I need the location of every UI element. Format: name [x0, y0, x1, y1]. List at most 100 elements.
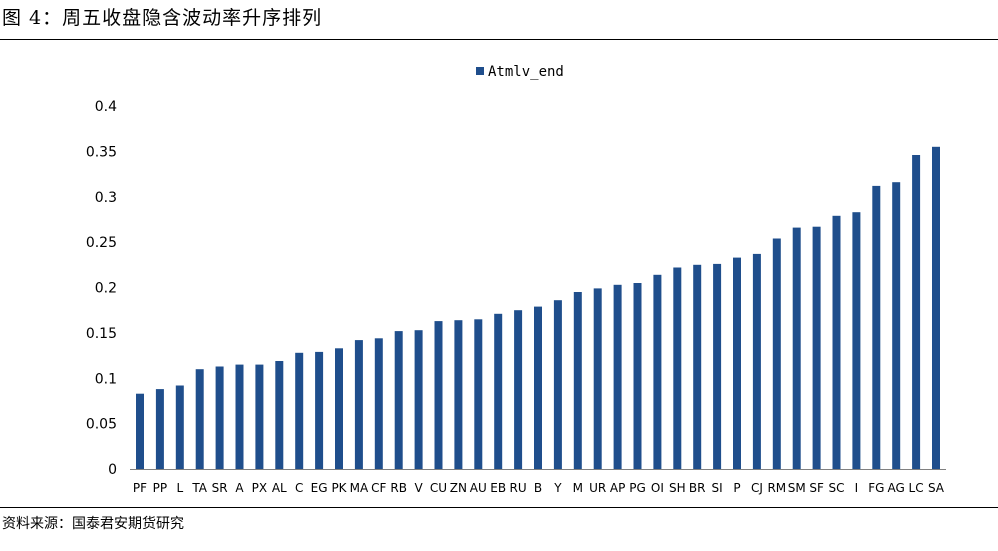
bar-ur [593, 288, 602, 469]
bar-ma [354, 340, 363, 469]
y-tick-label: 0.2 [95, 281, 117, 297]
x-tick-label: SR [212, 481, 228, 495]
figure-title: 图 4：周五收盘隐含波动率升序排列 [2, 7, 323, 29]
x-tick-label: V [414, 481, 423, 495]
bar-l [175, 385, 184, 469]
source-note: 资料来源：国泰君安期货研究 [2, 516, 184, 532]
x-tick-label: CF [371, 481, 386, 495]
x-tick-label: AG [888, 481, 905, 495]
x-tick-label: SC [829, 481, 845, 495]
y-tick-label: 0.3 [95, 190, 117, 206]
title-divider [0, 39, 998, 40]
bar-m [573, 292, 582, 469]
bar-rm [772, 238, 781, 469]
bars [136, 146, 940, 470]
x-tick-label: PX [252, 481, 267, 495]
bar-sh [673, 267, 682, 469]
x-tick-label: M [573, 481, 583, 495]
x-tick-label: PF [133, 481, 147, 495]
y-tick-label: 0.35 [86, 144, 117, 160]
bar-eb [494, 313, 503, 469]
y-tick-label: 0.05 [86, 417, 117, 433]
x-tick-label: LC [909, 481, 924, 495]
x-tick-label: RU [510, 481, 527, 495]
y-tick-label: 0.15 [86, 326, 117, 342]
x-tick-label: RB [390, 481, 407, 495]
x-tick-label: MA [350, 481, 369, 495]
bar-si [713, 263, 722, 469]
bar-sf [812, 226, 821, 469]
x-tick-label: SH [669, 481, 686, 495]
legend-swatch [476, 67, 484, 75]
x-tick-label: TA [191, 481, 207, 495]
bar-ta [195, 369, 204, 469]
y-tick-label: 0.1 [95, 371, 117, 387]
x-tick-label: PG [629, 481, 646, 495]
bar-b [534, 306, 542, 469]
bar-px [255, 364, 264, 469]
footer-divider [0, 507, 998, 508]
y-tick-label: 0 [108, 462, 117, 478]
x-tick-label: A [235, 481, 244, 495]
x-tick-label: RM [767, 481, 786, 495]
x-tick-label: AU [470, 481, 487, 495]
bar-cf [374, 338, 383, 469]
y-tick-label: 0.4 [95, 99, 117, 115]
x-tick-label: PP [153, 481, 167, 495]
bar-i [852, 212, 861, 469]
x-tick-label: AL [272, 481, 287, 495]
bar-pg [633, 283, 642, 469]
bar-oi [653, 274, 662, 469]
x-tick-label: SF [809, 481, 824, 495]
bar-ru [514, 310, 523, 469]
x-tick-label: CU [430, 481, 447, 495]
y-axis: 0 0.05 0.1 0.15 0.2 0.25 0.3 0.35 0.4 [86, 99, 117, 478]
x-tick-label: I [855, 481, 859, 495]
bar-chart: Atmlv_end 00.050.10.150.20.250.30.350.4 … [86, 64, 946, 495]
x-tick-label: B [534, 481, 542, 495]
x-tick-label: EB [490, 481, 506, 495]
bar-eg [315, 351, 324, 469]
x-tick-label: FG [868, 481, 884, 495]
bar-p [733, 257, 741, 469]
x-tick-label: P [733, 481, 740, 495]
x-tick-label: C [295, 481, 303, 495]
bar-al [275, 361, 284, 469]
x-tick-label: SM [788, 481, 806, 495]
bar-fg [872, 185, 881, 469]
bar-rb [394, 331, 403, 469]
bar-lc [912, 155, 921, 469]
bar-cj [752, 253, 761, 469]
y-tick-label: 0.25 [86, 235, 117, 251]
x-tick-label: CJ [751, 481, 763, 495]
chart-legend: Atmlv_end [476, 64, 564, 80]
x-tick-label: L [176, 481, 183, 495]
bar-ag [892, 182, 901, 469]
bar-pf [136, 393, 144, 469]
bar-sr [215, 366, 224, 469]
bar-pp [155, 389, 164, 469]
x-tick-label: PK [331, 481, 347, 495]
bar-pk [335, 348, 343, 469]
x-tick-label: ZN [450, 481, 467, 495]
x-tick-label: AP [610, 481, 625, 495]
x-tick-label: Y [553, 481, 562, 495]
x-tick-label: BR [689, 481, 706, 495]
bar-sa [932, 146, 940, 470]
bar-sm [792, 227, 801, 469]
bar-c [295, 352, 304, 469]
bar-cu [434, 321, 443, 469]
x-tick-label: UR [589, 481, 606, 495]
x-axis-labels: PF PP L TA SR A PX AL C EG PK MA CF RB V CU ZN AU EB RU B Y M U… [133, 481, 945, 495]
x-tick-label: SA [928, 481, 945, 495]
bar-au [474, 319, 483, 469]
legend-label: Atmlv_end [488, 64, 564, 80]
bar-br [693, 264, 702, 469]
bar-v [414, 330, 423, 469]
x-tick-label: SI [712, 481, 723, 495]
x-tick-label: OI [651, 481, 664, 495]
x-tick-label: EG [311, 481, 328, 495]
bar-y [553, 300, 562, 469]
bar-zn [454, 320, 463, 469]
bar-a [235, 364, 244, 469]
